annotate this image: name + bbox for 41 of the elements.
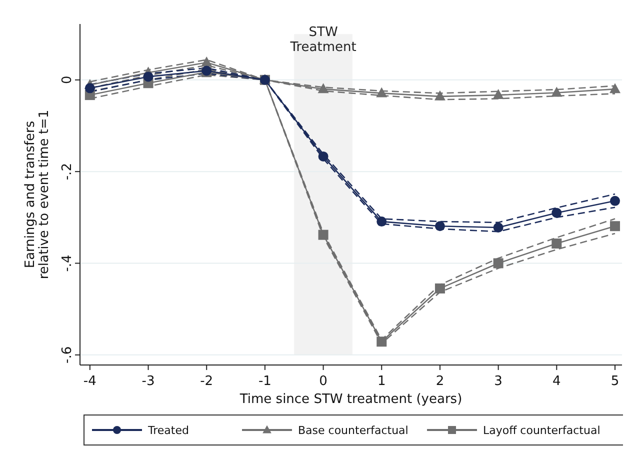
point [610, 196, 620, 206]
x-tick-label: 2 [436, 374, 444, 389]
point [610, 221, 620, 232]
x-tick-label: -3 [142, 374, 155, 389]
point [434, 221, 445, 232]
point [493, 222, 504, 232]
x-tick-label: 0 [319, 374, 328, 389]
point [318, 230, 328, 240]
legend-label: Base counterfactual [298, 424, 408, 437]
y-axis-title: Earnings and transfers relative to event time t=1 [23, 110, 52, 280]
x-tick-label: -1 [258, 374, 272, 389]
x-tick-label: 5 [610, 374, 620, 389]
y-tick-label: -.2 [60, 163, 75, 180]
x-tick-label: 1 [377, 374, 386, 389]
point [551, 86, 562, 97]
point [318, 83, 329, 94]
point [493, 258, 504, 268]
point [376, 336, 387, 347]
point [610, 83, 620, 94]
point [318, 151, 328, 162]
band-label: STW Treatment [289, 25, 356, 56]
x-axis-title: Time since STW treatment (years) [238, 392, 462, 407]
y-tick-label: -.6 [60, 346, 75, 364]
point [434, 283, 445, 294]
point [492, 89, 504, 100]
point [143, 72, 154, 82]
point [376, 87, 388, 98]
legend-label: Treated [147, 424, 189, 437]
legend-label: Layoff counterfactual [483, 424, 600, 437]
y-tick-label: -.4 [60, 254, 75, 272]
y-tick-label: 0 [60, 76, 75, 84]
point [201, 56, 212, 66]
point [552, 238, 562, 249]
x-tick-label: 4 [552, 374, 561, 389]
point [376, 216, 387, 227]
x-tick-label: -2 [200, 374, 214, 389]
point [552, 208, 562, 218]
x-tick-label: 3 [494, 374, 502, 389]
point [434, 90, 446, 100]
x-tick-label: -4 [83, 374, 96, 389]
point [84, 83, 95, 94]
